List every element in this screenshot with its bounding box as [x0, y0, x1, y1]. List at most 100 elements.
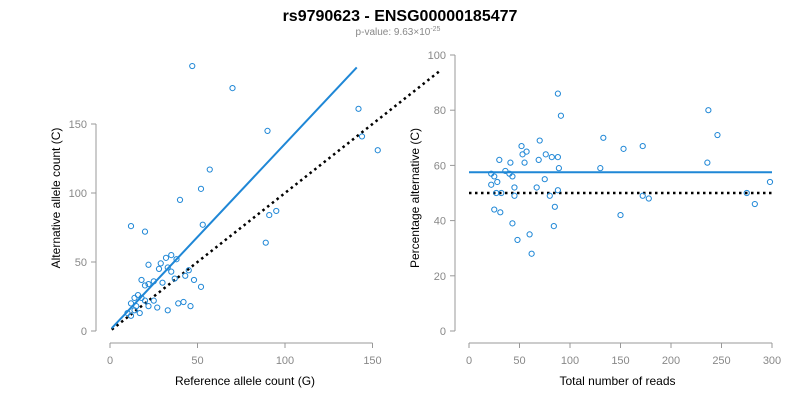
data-point — [507, 159, 514, 166]
data-point — [526, 231, 533, 238]
data-point — [136, 309, 143, 317]
data-point — [197, 283, 205, 290]
data-point — [145, 280, 152, 288]
y-tick-label: 100 — [428, 50, 446, 62]
data-point — [521, 159, 528, 166]
data-point — [518, 142, 525, 150]
data-point — [154, 304, 161, 311]
data-point — [535, 156, 542, 163]
data-point — [176, 196, 184, 203]
data-point — [751, 200, 758, 208]
data-point — [145, 261, 152, 268]
y-tick-label: 60 — [434, 160, 446, 172]
data-point — [131, 307, 138, 314]
data-point — [168, 268, 175, 275]
x-tick-label: 100 — [561, 355, 579, 367]
p-value-exponent: -25 — [430, 26, 440, 33]
data-point — [528, 250, 535, 257]
data-point — [554, 154, 561, 161]
data-point — [597, 165, 604, 172]
data-point — [743, 189, 750, 197]
x-tick-label: 250 — [712, 355, 730, 367]
data-point — [555, 165, 562, 172]
data-point — [197, 185, 205, 192]
x-axis-title: Reference allele count (G) — [175, 374, 315, 388]
x-axis: 0 50 100 150 200 250 300 — [466, 342, 781, 367]
chart-subtitle: p-value: 9.63×10-25 — [356, 26, 441, 38]
data-point — [145, 303, 152, 310]
data-point — [714, 131, 721, 139]
x-tick-label: 200 — [662, 355, 680, 367]
data-point — [180, 298, 187, 306]
data-point — [491, 173, 498, 180]
data-point — [639, 142, 646, 150]
data-point — [600, 134, 607, 141]
data-point — [266, 211, 273, 219]
data-point — [127, 300, 135, 307]
data-point — [639, 192, 646, 199]
data-point — [519, 151, 526, 158]
y-tick-label: 80 — [434, 105, 446, 117]
data-point — [173, 256, 180, 263]
x-axis-title: Total number of reads — [559, 374, 675, 388]
data-point — [509, 220, 516, 227]
data-point — [171, 275, 178, 282]
data-point — [273, 207, 280, 215]
data-point — [187, 303, 194, 310]
data-point — [164, 307, 171, 314]
data-point — [155, 265, 163, 272]
x-tick-label: 150 — [611, 355, 629, 367]
data-point — [502, 167, 509, 175]
data-point — [138, 276, 145, 284]
data-point — [550, 223, 557, 230]
data-point — [162, 254, 170, 261]
data-point — [541, 176, 548, 183]
data-point — [548, 154, 555, 161]
y-tick-label: 0 — [440, 326, 446, 338]
y-tick-label: 0 — [81, 326, 87, 338]
data-point — [705, 107, 712, 114]
data-point — [131, 294, 138, 301]
y-tick-label: 40 — [434, 216, 446, 228]
y-axis-title: Alternative allele count (C) — [49, 128, 63, 269]
data-point — [488, 181, 495, 188]
data-point — [168, 252, 175, 259]
data-point — [557, 112, 565, 119]
data-point — [150, 278, 157, 285]
data-points — [124, 62, 381, 319]
data-point — [554, 187, 561, 194]
data-point — [533, 184, 540, 191]
x-tick-label: 50 — [513, 355, 525, 367]
y-tick-label: 150 — [69, 119, 87, 131]
data-point — [175, 300, 182, 307]
data-point — [542, 151, 549, 158]
data-point — [199, 221, 206, 228]
data-point — [494, 178, 501, 186]
y-axis-title: Percentage alternative (C) — [408, 128, 422, 268]
y-tick-label: 20 — [434, 271, 446, 283]
data-point — [511, 184, 518, 191]
data-point — [127, 312, 135, 319]
x-tick-label: 0 — [107, 355, 113, 367]
data-point — [645, 195, 652, 202]
data-point — [498, 189, 505, 197]
data-point — [127, 223, 135, 230]
data-point — [185, 267, 192, 274]
data-point — [496, 156, 503, 163]
fit-line — [111, 66, 358, 329]
x-tick-label: 0 — [466, 355, 472, 367]
data-point — [150, 297, 157, 304]
data-point — [620, 145, 627, 152]
chart-title: rs9790623 - ENSG00000185477 — [283, 8, 518, 25]
y-axis: 0 20 40 60 80 100 — [428, 50, 456, 338]
x-axis: 0 50 100 150 — [107, 342, 382, 367]
data-point — [229, 85, 236, 92]
data-point — [491, 206, 498, 213]
x-tick-label: 100 — [276, 355, 294, 367]
data-point — [374, 147, 381, 154]
data-point — [134, 292, 142, 299]
x-tick-label: 300 — [763, 355, 781, 367]
data-point — [189, 62, 196, 70]
data-point — [264, 127, 271, 134]
